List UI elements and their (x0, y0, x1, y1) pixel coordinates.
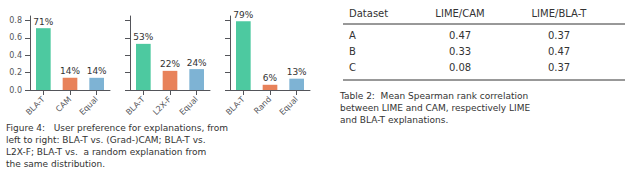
svg-text:0.6: 0.6 (9, 33, 22, 42)
svg-text:0.8: 0.8 (9, 16, 22, 25)
svg-text:Table 2: Mean Spearman rank c: Table 2: Mean Spearman rank correlation (339, 91, 528, 101)
svg-text:and BLA-T explanations.: and BLA-T explanations. (340, 115, 448, 125)
svg-text:LIME/CAM: LIME/CAM (435, 8, 484, 19)
svg-text:0.47: 0.47 (548, 46, 570, 57)
svg-text:0.08: 0.08 (449, 62, 471, 73)
svg-text:BLA-T: BLA-T (224, 95, 246, 117)
svg-text:BLA-T: BLA-T (124, 95, 146, 117)
svg-text:0.0: 0.0 (9, 86, 22, 95)
svg-text:24%: 24% (187, 58, 207, 68)
svg-text:L2X-F: L2X-F (151, 95, 173, 117)
svg-text:71%: 71% (33, 17, 53, 27)
svg-text:Equal: Equal (78, 95, 100, 117)
svg-text:6%: 6% (263, 73, 278, 83)
svg-text:14%: 14% (60, 66, 80, 76)
svg-text:Rand: Rand (252, 95, 273, 116)
svg-text:79%: 79% (233, 10, 253, 20)
svg-text:0.37: 0.37 (548, 62, 570, 73)
svg-text:0.4: 0.4 (9, 51, 22, 60)
svg-text:BLA-T: BLA-T (24, 95, 46, 117)
svg-text:A: A (349, 30, 356, 41)
svg-text:B: B (349, 46, 356, 57)
svg-text:13%: 13% (287, 67, 307, 77)
svg-text:22%: 22% (160, 59, 180, 69)
svg-text:Figure 4: User preference fo: Figure 4: User preference for explanatio… (6, 123, 228, 133)
svg-text:0.33: 0.33 (449, 46, 471, 57)
svg-text:0.2: 0.2 (9, 68, 22, 77)
svg-text:53%: 53% (133, 32, 153, 42)
svg-text:the same distribution.: the same distribution. (6, 159, 105, 169)
svg-text:Dataset: Dataset (349, 8, 388, 19)
svg-text:Equal: Equal (178, 95, 200, 117)
svg-text:Equal: Equal (278, 95, 300, 117)
svg-text:between LIME and CAM, respecti: between LIME and CAM, respectively LIME (340, 103, 530, 113)
svg-text:C: C (349, 62, 356, 73)
svg-text:0.37: 0.37 (548, 30, 570, 41)
svg-text:L2X-F; BLA-T vs. a random exp: L2X-F; BLA-T vs. a random explanation fr… (6, 147, 206, 157)
svg-text:LIME/BLA-T: LIME/BLA-T (532, 8, 588, 19)
svg-text:0.47: 0.47 (449, 30, 471, 41)
svg-text:CAM: CAM (54, 95, 73, 114)
svg-text:14%: 14% (87, 66, 107, 76)
svg-text:left to right: BLA-T vs. (Grad: left to right: BLA-T vs. (Grad-)CAM; BLA… (6, 135, 206, 145)
